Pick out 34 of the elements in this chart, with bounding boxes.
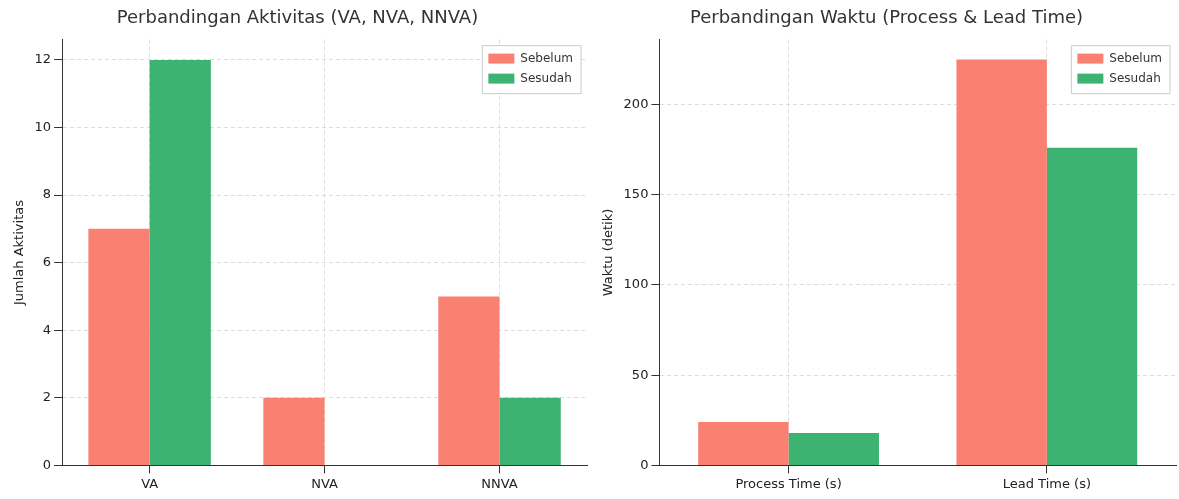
bar bbox=[1046, 147, 1138, 465]
chart-title: Perbandingan Aktivitas (VA, NVA, NNVA) bbox=[116, 6, 479, 28]
x-tick-label: Lead Time (s) bbox=[1002, 475, 1091, 491]
x-tick-label: NNVA bbox=[481, 475, 518, 491]
bar bbox=[149, 59, 211, 465]
bar bbox=[438, 296, 500, 465]
bar bbox=[499, 397, 561, 465]
y-tick-label: 6 bbox=[42, 254, 52, 270]
legend-label: Sebelum bbox=[520, 50, 574, 65]
y-tick-label: 0 bbox=[42, 456, 52, 472]
chart-title: Perbandingan Waktu (Process & Lead Time) bbox=[689, 6, 1084, 28]
bar bbox=[263, 397, 325, 465]
y-tick-label: 200 bbox=[623, 95, 649, 111]
x-tick-label: NVA bbox=[311, 475, 339, 491]
legend-label: Sesudah bbox=[1109, 70, 1161, 85]
x-tick-label: Process Time (s) bbox=[735, 475, 842, 491]
y-tick-label: 10 bbox=[34, 118, 52, 134]
y-tick-label: 150 bbox=[623, 186, 649, 202]
y-axis-title: Jumlah Aktivitas bbox=[11, 199, 27, 306]
y-tick-label: 50 bbox=[631, 366, 649, 382]
legend-label: Sesudah bbox=[520, 70, 572, 85]
bar bbox=[788, 432, 879, 465]
y-tick-label: 0 bbox=[640, 456, 649, 472]
y-tick-label: 2 bbox=[42, 389, 52, 405]
bar bbox=[698, 422, 789, 465]
legend-label: Sebelum bbox=[1109, 50, 1163, 65]
bar bbox=[88, 228, 150, 465]
y-tick-label: 12 bbox=[34, 51, 52, 67]
y-axis-title: Waktu (detik) bbox=[600, 208, 616, 297]
bar bbox=[956, 59, 1047, 465]
y-tick-label: 100 bbox=[623, 276, 649, 292]
x-tick-label: VA bbox=[141, 475, 159, 491]
y-tick-label: 4 bbox=[42, 321, 52, 337]
y-tick-label: 8 bbox=[42, 186, 52, 202]
